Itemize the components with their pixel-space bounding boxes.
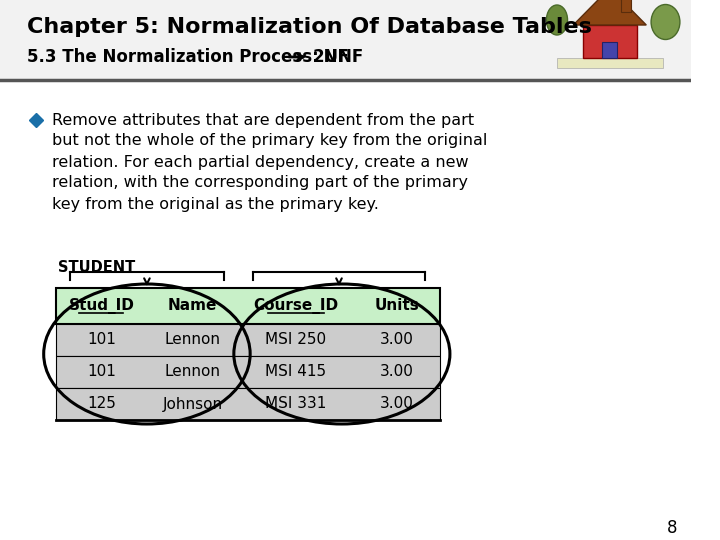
Bar xyxy=(55,324,440,356)
Text: Johnson: Johnson xyxy=(163,396,222,411)
Text: 101: 101 xyxy=(87,333,116,348)
Bar xyxy=(55,288,440,324)
Text: 101: 101 xyxy=(87,364,116,380)
Text: Lennon: Lennon xyxy=(165,333,220,348)
Text: 3.00: 3.00 xyxy=(379,396,413,411)
Bar xyxy=(602,42,618,58)
Text: Name: Name xyxy=(168,299,217,314)
Text: 3.00: 3.00 xyxy=(379,333,413,348)
Bar xyxy=(55,356,440,388)
Ellipse shape xyxy=(651,4,680,39)
Text: MSI 331: MSI 331 xyxy=(265,396,326,411)
Bar xyxy=(0,0,691,80)
Text: Chapter 5: Normalization Of Database Tables: Chapter 5: Normalization Of Database Tab… xyxy=(27,17,592,37)
Bar xyxy=(557,58,662,68)
Text: 8: 8 xyxy=(667,519,678,537)
Ellipse shape xyxy=(546,5,567,35)
Text: but not the whole of the primary key from the original: but not the whole of the primary key fro… xyxy=(52,133,487,148)
Text: relation, with the corresponding part of the primary: relation, with the corresponding part of… xyxy=(52,176,468,191)
Text: Units: Units xyxy=(374,299,419,314)
Text: 3.00: 3.00 xyxy=(379,364,413,380)
Bar xyxy=(583,25,636,58)
Text: Remove attributes that are dependent from the part: Remove attributes that are dependent fro… xyxy=(52,112,474,127)
Text: 5.3 The Normalization Process: UNF: 5.3 The Normalization Process: UNF xyxy=(27,48,369,66)
Text: key from the original as the primary key.: key from the original as the primary key… xyxy=(52,197,379,212)
Text: 2NF: 2NF xyxy=(313,48,350,66)
Text: MSI 415: MSI 415 xyxy=(265,364,326,380)
Text: relation. For each partial dependency, create a new: relation. For each partial dependency, c… xyxy=(52,154,469,170)
Text: Lennon: Lennon xyxy=(165,364,220,380)
Text: STUDENT: STUDENT xyxy=(58,260,135,275)
Bar xyxy=(55,388,440,420)
Text: 125: 125 xyxy=(87,396,116,411)
Polygon shape xyxy=(573,0,647,25)
Text: MSI 250: MSI 250 xyxy=(265,333,326,348)
Text: Stud_ID: Stud_ID xyxy=(68,298,134,314)
Text: Course_ID: Course_ID xyxy=(253,298,338,314)
Bar xyxy=(621,0,631,12)
